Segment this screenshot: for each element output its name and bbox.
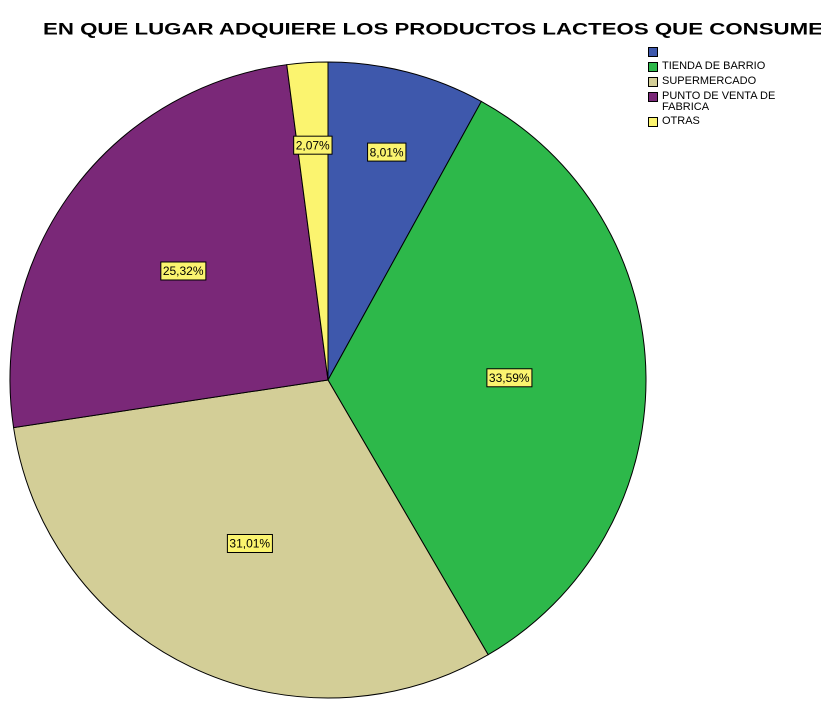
data-label-text: 8,01% [370,145,404,159]
data-label-box [293,135,333,155]
data-label-box [486,368,533,388]
legend-swatch [648,117,658,127]
legend-label: PUNTO DE VENTA DE FABRICA [662,90,776,113]
data-label-box [160,261,207,281]
legend-item: TIENDA DE BARRIO [648,61,792,73]
legend-item: SUPERMERCADO [648,76,792,88]
legend-item [648,46,792,58]
legend-item: OTRAS [648,116,792,128]
pie-slice [9,64,329,429]
legend-swatch [648,47,658,57]
legend-label [662,46,792,58]
legend-label: OTRAS [662,115,700,127]
legend-swatch [648,77,658,87]
legend-label: TIENDA DE BARRIO [662,60,766,72]
data-label: 8,01% [367,142,407,162]
legend-label: SUPERMERCADO [662,75,757,87]
legend-swatch [648,62,658,72]
legend-item: PUNTO DE VENTA DE FABRICA [648,91,792,113]
data-label-text: 33,59% [489,371,530,385]
legend: TIENDA DE BARRIO SUPERMERCADO PUNTO DE VEN… [648,46,792,131]
data-label-text: 2,07% [296,138,330,152]
data-label: 33,59% [486,368,533,388]
data-label-box [226,533,273,553]
data-label: 2,07% [293,135,333,155]
data-label-box [367,142,407,162]
chart-title: EN QUE LUGAR ADQUIERE LOS PRODUCTOS LACT… [43,19,821,38]
data-label-text: 25,32% [163,264,204,278]
pie-slice [327,61,483,381]
legend-swatch [648,92,658,102]
data-label-text: 31,01% [229,537,270,551]
data-label: 25,32% [160,261,207,281]
data-label: 31,01% [226,533,273,553]
